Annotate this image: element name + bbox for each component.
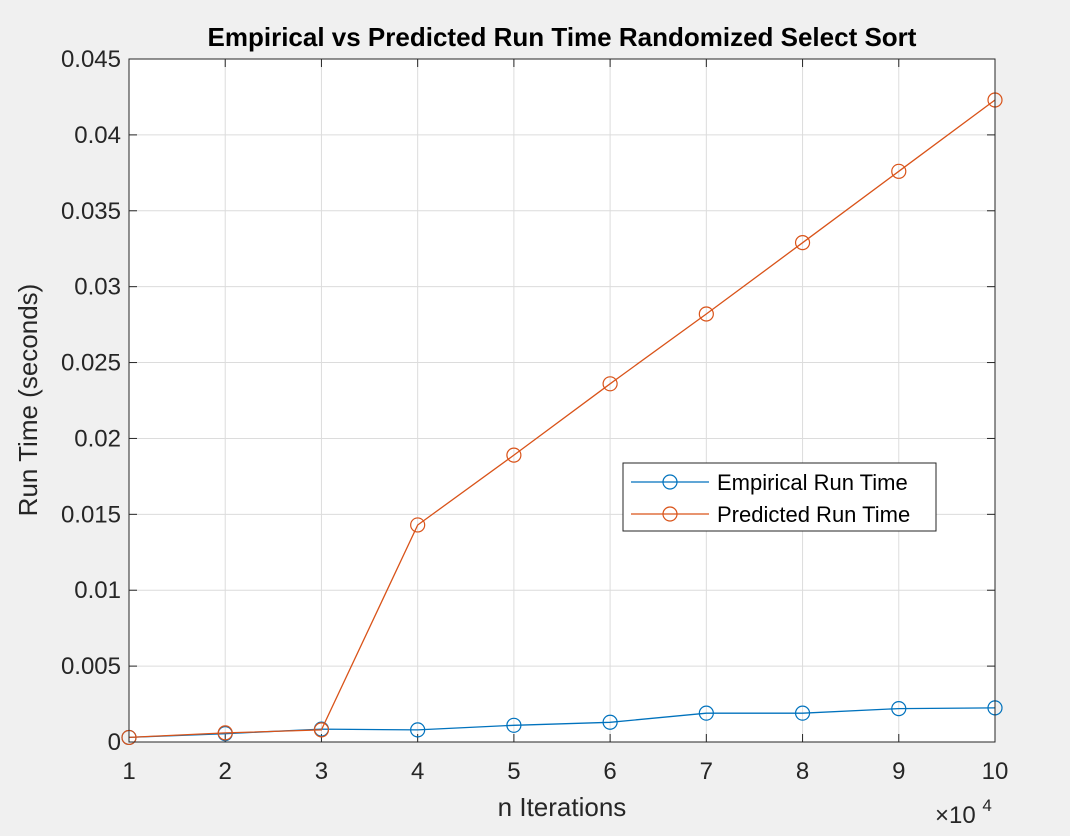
data-point-predicted	[217, 725, 233, 741]
x-tick-label: 1	[122, 758, 135, 785]
y-tick-label: 0.005	[61, 653, 121, 680]
y-tick-label: 0.045	[61, 46, 121, 73]
y-tick-label: 0.025	[61, 350, 121, 377]
legend-label-predicted: Predicted Run Time	[717, 502, 910, 527]
y-axis-label: Run Time (seconds)	[13, 284, 43, 517]
plot-area	[129, 59, 995, 742]
data-point-predicted	[410, 517, 426, 533]
x-tick-label: 10	[982, 758, 1009, 785]
legend-entry-empirical: Empirical Run Time	[631, 470, 908, 495]
x-tick-label: 9	[892, 758, 905, 785]
x-exponent-power: 4	[982, 796, 991, 815]
data-point-predicted	[891, 163, 907, 179]
y-tick-label: 0	[108, 729, 121, 756]
data-point-empirical	[698, 705, 714, 721]
x-tick-label: 2	[219, 758, 232, 785]
series-layer	[121, 92, 1003, 746]
y-tick-label: 0.035	[61, 198, 121, 225]
y-tick-label: 0.03	[74, 274, 121, 301]
plot-frame	[128, 58, 996, 743]
x-axis-label: n Iterations	[498, 792, 627, 822]
data-point-predicted	[602, 376, 618, 392]
y-tick-label: 0.01	[74, 577, 121, 604]
y-tick-label: 0.015	[61, 501, 121, 528]
data-point-predicted	[794, 235, 811, 251]
series-predicted	[121, 92, 1003, 746]
data-point-predicted	[313, 722, 330, 738]
y-tick-label: 0.04	[74, 122, 121, 149]
legend-box	[622, 462, 937, 532]
legend: Empirical Run Time Predicted Run Time	[622, 462, 937, 532]
y-tick-label: 0.02	[74, 425, 121, 452]
x-tick-label: 3	[315, 758, 328, 785]
legend-marker-predicted	[662, 506, 678, 522]
data-point-empirical	[602, 714, 618, 730]
legend-label-empirical: Empirical Run Time	[717, 470, 908, 495]
x-tick-label: 7	[700, 758, 713, 785]
legend-entry-predicted: Predicted Run Time	[631, 502, 910, 527]
x-exponent-label: ×10 4	[935, 796, 992, 829]
series-line-predicted	[128, 99, 996, 739]
y-tick-labels: 0 0.005 0.01 0.015 0.02 0.025 0.03 0.035 0.04 0.0…	[61, 46, 121, 756]
data-point-predicted	[698, 306, 714, 322]
data-point-empirical	[506, 717, 522, 733]
legend-marker-empirical	[662, 474, 678, 490]
data-point-empirical	[410, 722, 426, 738]
data-point-empirical	[794, 705, 811, 721]
x-tick-label: 4	[411, 758, 424, 785]
chart-title: Empirical vs Predicted Run Time Randomiz…	[208, 22, 917, 52]
x-tick-labels: 1 2 3 4 5 6 7 8 9 10	[122, 758, 1008, 785]
x-exponent-base: ×10	[935, 802, 976, 829]
data-point-predicted	[506, 447, 522, 463]
x-tick-label: 5	[507, 758, 520, 785]
x-tick-label: 6	[603, 758, 616, 785]
x-tick-label: 8	[796, 758, 809, 785]
data-point-empirical	[891, 701, 907, 717]
